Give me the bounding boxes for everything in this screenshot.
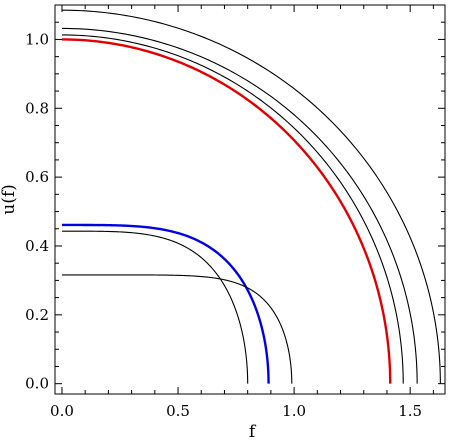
y-tick-label: 1.0	[25, 30, 49, 48]
y-tick-label: 0.8	[25, 99, 49, 117]
x-tick-label: 0.0	[50, 402, 74, 420]
x-tick-label: 1.5	[398, 402, 422, 420]
y-tick-label: 0.2	[25, 306, 49, 324]
curves-layer	[61, 9, 441, 384]
series-curve-2	[61, 27, 418, 384]
x-axis-label: f	[249, 422, 257, 442]
ticks-layer: 0.0 0.5 1.0 1.5 0.0 0.2 0.4 0.6 0.8 1.0	[25, 4, 445, 420]
series-curve-1	[61, 9, 441, 384]
y-tick-label: 0.6	[25, 168, 49, 186]
series-curve-5	[61, 223, 270, 384]
plot-frame	[54, 4, 446, 395]
y-tick-label: 0.4	[25, 237, 49, 255]
x-tick-label: 1.0	[282, 402, 306, 420]
y-axis-label: u(f)	[0, 184, 19, 215]
series-curve-3	[61, 34, 404, 384]
x-tick-label: 0.5	[166, 402, 190, 420]
y-tick-label: 0.0	[25, 375, 49, 393]
series-curve-4	[61, 38, 392, 384]
series-curve-7	[61, 274, 293, 384]
series-curve-6	[61, 230, 249, 384]
